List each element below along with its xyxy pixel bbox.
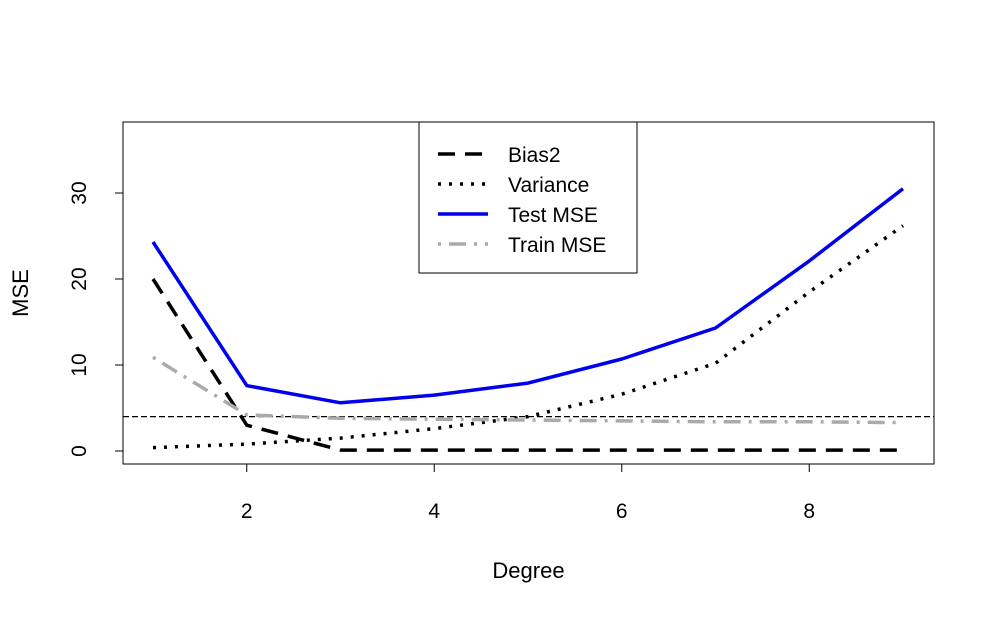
series-line-variance bbox=[152, 224, 905, 450]
legend-label: Variance bbox=[508, 174, 589, 197]
legend-label: Test MSE bbox=[508, 204, 598, 227]
series-line-bias2 bbox=[151, 278, 903, 452]
series-layer bbox=[151, 187, 905, 452]
y-tick-label: 20 bbox=[68, 267, 91, 290]
legend-box bbox=[418, 121, 638, 274]
legend: Bias2 Variance Test MSE Train MSE bbox=[418, 121, 638, 274]
legend-label: Train MSE bbox=[508, 234, 606, 257]
y-tick-label: 30 bbox=[68, 181, 91, 204]
x-axis: 2 4 6 8 bbox=[241, 463, 815, 523]
series-line-test-mse bbox=[151, 187, 905, 405]
x-axis-label: Degree bbox=[492, 558, 564, 583]
x-tick-label: 4 bbox=[428, 500, 440, 523]
x-tick-label: 2 bbox=[241, 500, 253, 523]
y-axis: 0 10 20 30 bbox=[68, 181, 124, 457]
x-tick-label: 6 bbox=[616, 500, 628, 523]
y-tick-label: 10 bbox=[68, 353, 91, 376]
legend-label: Bias2 bbox=[508, 144, 561, 167]
y-tick-label: 0 bbox=[68, 445, 91, 457]
x-tick-label: 8 bbox=[803, 500, 815, 523]
y-axis-label: MSE bbox=[8, 269, 33, 317]
